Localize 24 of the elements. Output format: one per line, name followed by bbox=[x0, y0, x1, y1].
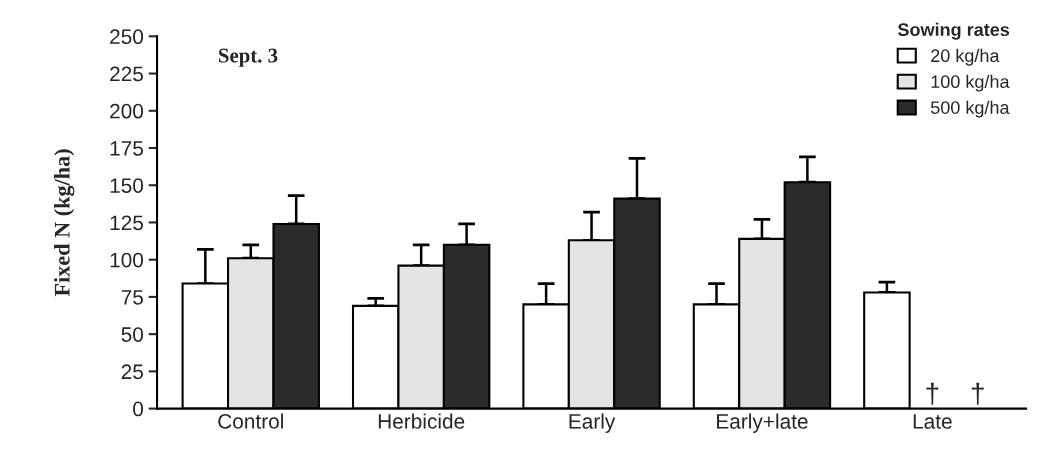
y-tick-label: 175 bbox=[110, 141, 143, 156]
legend-label: 500 kg/ha bbox=[930, 100, 1010, 118]
y-tick-label: 50 bbox=[121, 327, 144, 342]
y-tick-label: 125 bbox=[110, 215, 143, 231]
x-tick-label: Early bbox=[569, 413, 616, 433]
y-tick-label: 100 bbox=[110, 252, 144, 268]
x-tick-label: Late bbox=[913, 414, 952, 429]
y-tick-label: 25 bbox=[121, 364, 143, 380]
y-tick-label: 150 bbox=[110, 178, 144, 193]
x-tick-label: Control bbox=[218, 413, 283, 429]
y-tick-label: 225 bbox=[110, 66, 143, 82]
text: Sept. 3 bbox=[218, 48, 278, 67]
annotation: † bbox=[971, 382, 984, 405]
y-tick-label: 0 bbox=[133, 401, 144, 417]
y-tick-label: 75 bbox=[121, 290, 143, 305]
annotation: † bbox=[926, 382, 939, 405]
y-tick-label: 250 bbox=[110, 29, 144, 45]
y-axis-title: Fixed N (kg/ha) bbox=[54, 149, 75, 297]
x-tick-label: Early+late bbox=[717, 413, 808, 433]
x-tick-label: Herbicide bbox=[378, 413, 465, 429]
legend-title: Sowing rates bbox=[897, 22, 1010, 40]
legend-label: 100 kg/ha bbox=[931, 74, 1010, 92]
legend-label: 20 kg/ha bbox=[931, 48, 1000, 66]
y-tick-label: 200 bbox=[110, 103, 144, 119]
